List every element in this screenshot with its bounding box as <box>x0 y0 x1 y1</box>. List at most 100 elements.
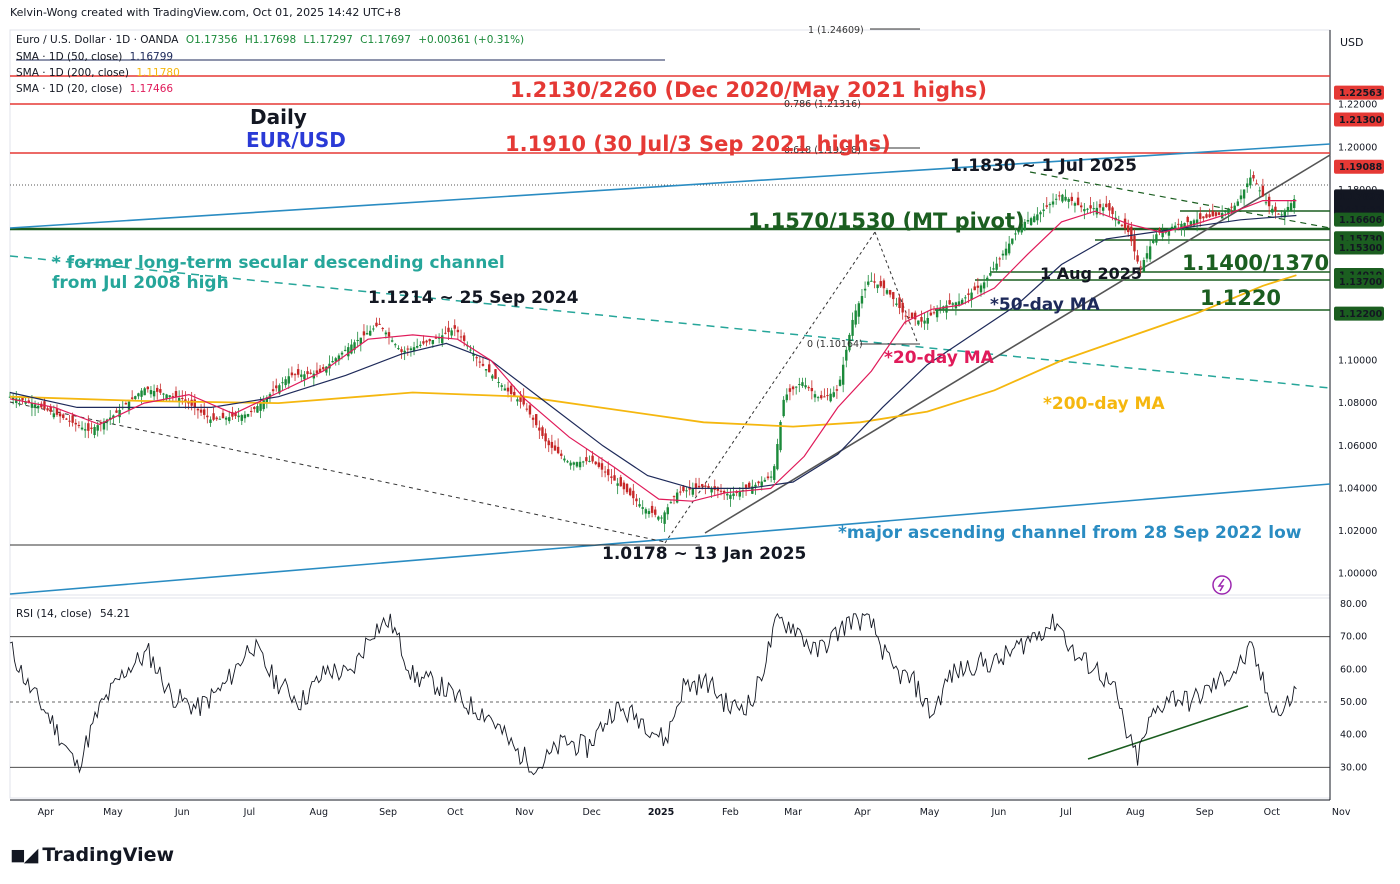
candle-body <box>760 481 763 486</box>
candle-body <box>400 349 403 352</box>
candle-body <box>635 498 638 502</box>
candle-body <box>904 315 908 317</box>
indicator-sma50[interactable]: SMA · 1D (50, close) 1.16799 <box>16 51 173 63</box>
candle-body <box>71 415 74 423</box>
fib-1-label: 1 (1.24609) <box>808 25 864 36</box>
candle-body <box>1101 207 1105 211</box>
candle-body <box>362 331 366 336</box>
candle-body <box>1217 212 1221 215</box>
candle-body <box>347 347 350 357</box>
candles <box>8 169 1296 532</box>
ohlc-close: C1.17697 <box>360 34 411 46</box>
candle-body <box>901 302 904 313</box>
candle-body <box>15 398 18 404</box>
indicator-sma20[interactable]: SMA · 1D (20, close) 1.17466 <box>16 83 173 95</box>
candle-body <box>350 344 353 354</box>
candle-body <box>262 400 265 410</box>
price-tag-label: 1.22563 <box>1339 88 1382 99</box>
candle-body <box>1274 206 1277 212</box>
candle-body <box>757 481 760 484</box>
candle-body <box>450 330 453 336</box>
candle-body <box>1208 214 1211 218</box>
candle-body <box>773 466 776 480</box>
ohlc-change: +0.00361 (+0.31%) <box>418 34 525 46</box>
candle-body <box>538 427 541 431</box>
rsi-axis-tick: 30.00 <box>1340 762 1367 773</box>
candle-body <box>293 374 297 376</box>
candle-body <box>688 486 691 490</box>
candle-body <box>62 414 65 418</box>
candle-body <box>679 491 682 493</box>
candle-body <box>193 399 196 409</box>
candle-body <box>112 415 115 418</box>
candle-body <box>156 387 159 392</box>
candle-body <box>1271 208 1274 213</box>
candle-body <box>268 394 272 398</box>
time-axis-tick: Nov <box>515 807 534 818</box>
time-axis-tick: May <box>103 807 123 818</box>
ohlc-high: H1.17698 <box>244 34 297 46</box>
candle-body <box>641 507 644 509</box>
indicator-sma20-label: SMA · 1D (20, close) <box>16 83 123 95</box>
candle-body <box>798 384 801 386</box>
candle-body <box>807 387 810 389</box>
candle-body <box>1258 190 1261 192</box>
candle-body <box>607 469 610 476</box>
symbol-info-row: Euro / U.S. Dollar · 1D · OANDA O1.17356… <box>16 34 524 46</box>
sma20-line <box>9 200 1297 502</box>
candle-body <box>271 389 275 392</box>
candle-body <box>1227 209 1230 215</box>
ohlc-open: O1.17356 <box>185 34 238 46</box>
candle-body <box>1014 233 1017 235</box>
candle-body <box>726 493 729 496</box>
candle-body <box>237 415 240 418</box>
candle-body <box>823 396 826 398</box>
candle-body <box>719 490 723 492</box>
candle-body <box>484 369 488 371</box>
ma200-label: *200-day MA <box>1043 394 1165 414</box>
candle-body <box>970 292 973 301</box>
candle-body <box>951 303 954 305</box>
candle-body <box>632 490 635 499</box>
candle-body <box>838 379 842 386</box>
candle-body <box>168 395 171 397</box>
candle-body <box>867 281 870 285</box>
candle-body <box>187 402 190 404</box>
candle-body <box>1105 203 1108 207</box>
tradingview-logo: ◼◢ TradingView <box>10 844 174 866</box>
lower-ascending-channel <box>9 483 1331 595</box>
event-flash-icon[interactable] <box>1212 575 1232 595</box>
rsi-line <box>9 612 1297 776</box>
price-layer <box>8 169 1297 532</box>
candle-body <box>415 345 419 348</box>
candle-body <box>384 332 388 335</box>
rsi-axis-tick: 80.00 <box>1340 599 1367 610</box>
candle-body <box>1117 221 1120 224</box>
candle-body <box>322 367 325 370</box>
price-tag-bg <box>1334 240 1384 255</box>
candle-body <box>284 379 287 386</box>
candle-body <box>848 334 851 351</box>
price-axis-tick: 1.08000 <box>1338 398 1377 409</box>
candle-body <box>832 392 835 397</box>
candle-body <box>74 422 77 425</box>
candle-body <box>672 496 676 498</box>
candle-body <box>500 385 503 387</box>
price-axis-tick: 1.22000 <box>1338 100 1377 111</box>
candle-body <box>243 414 247 419</box>
candle-body <box>1089 205 1092 209</box>
candle-body <box>422 341 425 344</box>
candle-body <box>898 297 901 309</box>
candle-body <box>826 395 829 397</box>
indicator-sma200[interactable]: SMA · 1D (200, close) 1.11780 <box>16 67 180 79</box>
price-tag-label: 1.12200 <box>1339 309 1383 320</box>
candle-body <box>365 333 369 335</box>
candle-body <box>425 340 428 343</box>
currency-selector[interactable]: USD <box>1340 36 1364 49</box>
candle-body <box>581 461 585 463</box>
price-pane-border <box>9 29 1331 596</box>
ohlc-low: L1.17297 <box>303 34 353 46</box>
candle-body <box>1023 221 1027 230</box>
symbol-title[interactable]: Euro / U.S. Dollar · 1D · OANDA <box>16 34 179 46</box>
